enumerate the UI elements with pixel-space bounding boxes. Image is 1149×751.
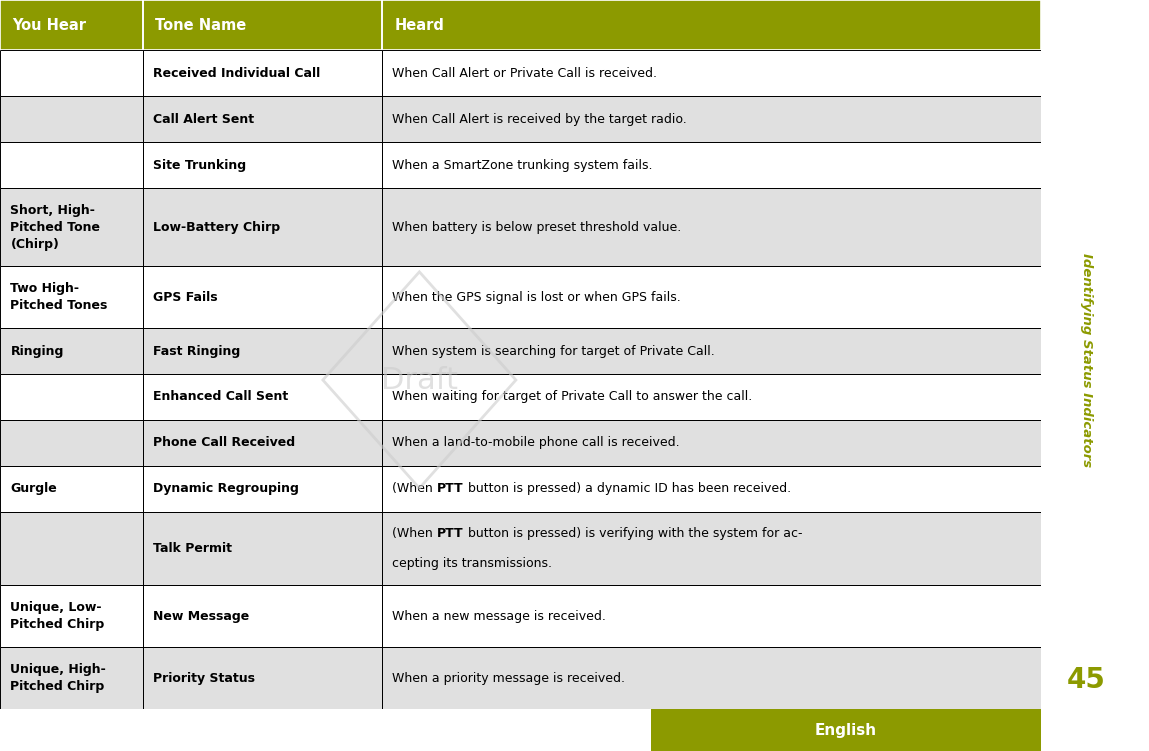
Text: New Message: New Message	[153, 610, 249, 623]
Text: When a land-to-mobile phone call is received.: When a land-to-mobile phone call is rece…	[393, 436, 680, 449]
Text: When Call Alert or Private Call is received.: When Call Alert or Private Call is recei…	[393, 67, 657, 80]
Bar	[142, 420, 383, 466]
Bar	[0, 466, 142, 511]
Bar	[383, 328, 1041, 374]
Bar	[383, 420, 1041, 466]
Bar	[0, 374, 142, 420]
Text: When a priority message is received.: When a priority message is received.	[393, 671, 625, 684]
Text: Priority Status: Priority Status	[153, 671, 255, 684]
Bar	[0, 189, 142, 266]
Text: Received Individual Call: Received Individual Call	[153, 67, 321, 80]
Text: Fast Ringing: Fast Ringing	[153, 345, 240, 357]
Bar	[142, 142, 383, 189]
Bar	[383, 189, 1041, 266]
Bar	[142, 328, 383, 374]
Bar	[383, 266, 1041, 328]
Bar	[142, 0, 383, 50]
Bar	[383, 0, 1041, 50]
Text: Ringing: Ringing	[10, 345, 64, 357]
Bar	[142, 585, 383, 647]
Text: When a new message is received.: When a new message is received.	[393, 610, 607, 623]
Text: When battery is below preset threshold value.: When battery is below preset threshold v…	[393, 221, 681, 234]
Text: Draft: Draft	[380, 366, 458, 394]
Text: When a SmartZone trunking system fails.: When a SmartZone trunking system fails.	[393, 158, 653, 172]
Bar	[142, 266, 383, 328]
Bar	[383, 142, 1041, 189]
Bar	[0, 647, 142, 709]
Bar	[383, 647, 1041, 709]
Bar	[142, 466, 383, 511]
Text: (When: (When	[393, 527, 438, 540]
Bar	[383, 585, 1041, 647]
Text: Heard: Heard	[394, 18, 445, 33]
Bar	[383, 96, 1041, 142]
Text: Short, High-
Pitched Tone
(Chirp): Short, High- Pitched Tone (Chirp)	[10, 204, 100, 251]
Bar	[0, 420, 142, 466]
Text: English: English	[815, 722, 877, 737]
Bar	[142, 50, 383, 96]
Bar	[142, 511, 383, 585]
Text: When the GPS signal is lost or when GPS fails.: When the GPS signal is lost or when GPS …	[393, 291, 681, 303]
Text: Unique, High-
Pitched Chirp: Unique, High- Pitched Chirp	[10, 663, 106, 693]
Bar	[0, 0, 142, 50]
Text: Phone Call Received: Phone Call Received	[153, 436, 295, 449]
Bar	[383, 466, 1041, 511]
Text: Site Trunking: Site Trunking	[153, 158, 246, 172]
Bar	[0, 328, 142, 374]
Bar	[142, 374, 383, 420]
Text: When waiting for target of Private Call to answer the call.: When waiting for target of Private Call …	[393, 391, 753, 403]
Text: Gurgle: Gurgle	[10, 482, 57, 495]
Text: Two High-
Pitched Tones: Two High- Pitched Tones	[10, 282, 108, 312]
Text: PTT: PTT	[438, 482, 464, 495]
Text: Unique, Low-
Pitched Chirp: Unique, Low- Pitched Chirp	[10, 601, 105, 631]
Text: GPS Fails: GPS Fails	[153, 291, 217, 303]
Bar	[142, 96, 383, 142]
Text: Talk Permit: Talk Permit	[153, 542, 232, 555]
Text: Enhanced Call Sent: Enhanced Call Sent	[153, 391, 288, 403]
Bar	[0, 585, 142, 647]
Text: Tone Name: Tone Name	[155, 18, 246, 33]
Bar	[0, 96, 142, 142]
Bar	[383, 511, 1041, 585]
Text: Call Alert Sent: Call Alert Sent	[153, 113, 254, 126]
Bar	[0, 50, 142, 96]
Text: Low-Battery Chirp: Low-Battery Chirp	[153, 221, 280, 234]
Text: (When: (When	[393, 482, 438, 495]
Bar	[0, 142, 142, 189]
Text: Dynamic Regrouping: Dynamic Regrouping	[153, 482, 299, 495]
Text: When Call Alert is received by the target radio.: When Call Alert is received by the targe…	[393, 113, 687, 126]
Text: Identifying Status Indicators: Identifying Status Indicators	[1080, 253, 1093, 468]
Bar	[383, 50, 1041, 96]
Text: When system is searching for target of Private Call.: When system is searching for target of P…	[393, 345, 715, 357]
Text: 45: 45	[1067, 665, 1105, 694]
Text: PTT: PTT	[438, 527, 464, 540]
Text: You Hear: You Hear	[13, 18, 86, 33]
Bar	[0, 266, 142, 328]
Text: cepting its transmissions.: cepting its transmissions.	[393, 556, 553, 569]
Text: button is pressed) is verifying with the system for ac-: button is pressed) is verifying with the…	[464, 527, 802, 540]
Bar	[142, 647, 383, 709]
Bar	[0, 511, 142, 585]
Bar	[383, 374, 1041, 420]
Text: button is pressed) a dynamic ID has been received.: button is pressed) a dynamic ID has been…	[464, 482, 791, 495]
Bar	[142, 189, 383, 266]
